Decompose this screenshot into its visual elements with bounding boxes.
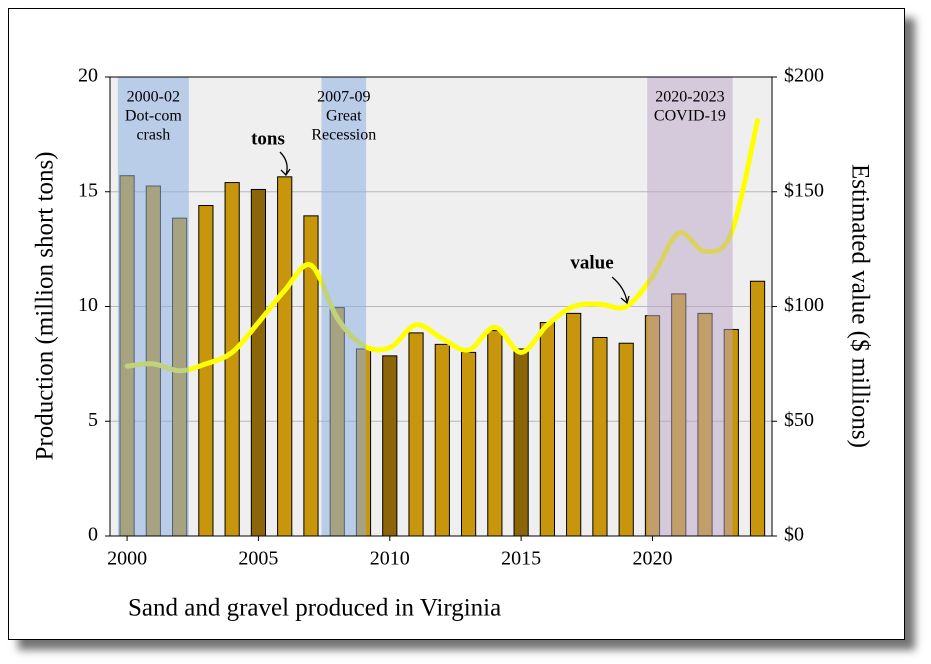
period-label: 2000-02	[127, 89, 180, 106]
bar	[382, 355, 398, 537]
x-tick-label: 2000	[107, 548, 147, 570]
bar	[277, 176, 293, 537]
bar	[618, 342, 634, 537]
bar	[198, 205, 214, 537]
period-label: Recession	[311, 127, 376, 144]
annotation-tons: tons	[251, 128, 285, 149]
bar	[224, 182, 240, 537]
bar	[434, 343, 450, 537]
plot-frame	[109, 76, 773, 537]
y-tick-label: 0	[88, 524, 98, 546]
period-label: Dot-com	[125, 108, 182, 125]
period-label: crash	[136, 127, 170, 144]
y-tick-label: 10	[78, 294, 98, 316]
bar	[749, 280, 766, 537]
shaded-period	[321, 77, 367, 536]
y2-tick-label: $150	[784, 179, 824, 201]
y-title: Production (million short tons)	[32, 151, 59, 460]
x-tick-label: 2020	[632, 548, 672, 570]
annotation-value: value	[570, 252, 613, 273]
x-tick-label: 2010	[370, 548, 410, 570]
bar	[566, 312, 582, 537]
period-label: Great	[326, 108, 362, 125]
y2-tick-label: $0	[784, 524, 804, 546]
annotation-arrow	[279, 151, 291, 177]
shaded-period	[117, 77, 189, 536]
y-tick-label: 15	[78, 179, 98, 201]
bar	[539, 322, 555, 537]
bar	[250, 188, 267, 537]
y2-tick-label: $50	[784, 409, 814, 431]
x-title: Sand and gravel produced in Virginia	[128, 595, 501, 622]
period-label: 2020-2023	[655, 89, 724, 106]
y-tick-label: 5	[88, 409, 98, 431]
period-label: 2007-09	[317, 89, 370, 106]
bar	[460, 351, 477, 537]
x-tick-label: 2005	[238, 548, 278, 570]
bar	[487, 330, 503, 537]
bar	[408, 332, 424, 537]
y2-tick-label: $100	[784, 294, 824, 316]
x-tick-label: 2015	[501, 548, 541, 570]
period-label: COVID-19	[654, 108, 726, 125]
bar	[592, 336, 608, 537]
y-tick-label: 20	[78, 65, 98, 87]
y2-title: Estimated value ($ millions)	[846, 164, 873, 448]
shaded-period	[647, 77, 733, 536]
bar	[513, 348, 529, 537]
y2-tick-label: $200	[784, 65, 824, 87]
annotation-arrow	[611, 276, 630, 305]
